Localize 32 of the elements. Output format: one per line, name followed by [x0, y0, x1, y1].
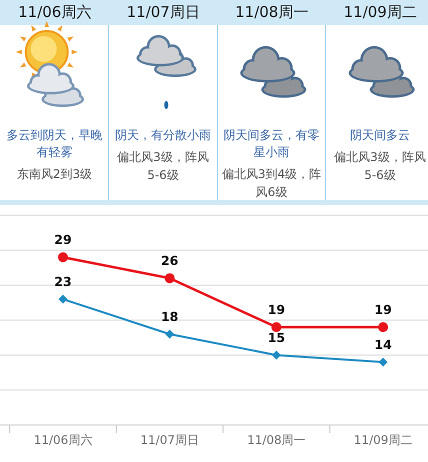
text: 偏北风3级，阵风5-6级	[116, 149, 210, 184]
point	[271, 322, 282, 332]
text: 阴天间多云	[349, 127, 411, 144]
data-label: 26	[160, 253, 179, 268]
text: 偏北风3级，阵风5-6级	[333, 149, 427, 184]
x-tick-label: 11/09周二	[354, 433, 412, 447]
category-label: 11/09周二	[342, 2, 418, 23]
x-tick-label: 11/07周日	[140, 433, 199, 447]
data-label: 15	[268, 330, 286, 346]
text: 偏北风3到4级，阵风6级	[220, 166, 322, 201]
point	[58, 252, 68, 262]
category-label: 11/08周一	[234, 2, 310, 23]
category-label: 11/07周日	[126, 2, 201, 23]
point	[164, 273, 175, 284]
point	[165, 330, 174, 339]
data-label: 18	[160, 309, 178, 324]
text: 多云到阴天，早晚有轻雾	[6, 127, 104, 161]
text: 阴天间多云，有零星小雨	[222, 127, 320, 161]
point	[58, 294, 68, 304]
text: 阴天，有分散小雨	[114, 127, 212, 144]
data-label: 14	[374, 337, 392, 352]
point	[378, 358, 388, 367]
point	[378, 322, 388, 332]
point	[272, 350, 281, 360]
data-label: 29	[54, 232, 72, 248]
text: 东南风2到3级	[16, 166, 94, 183]
data-label: 19	[268, 302, 286, 318]
x-tick-label: 11/06周六	[34, 433, 92, 447]
category-label: 11/06周六	[17, 2, 92, 23]
x-tick-label: 11/08周一	[247, 433, 306, 447]
data-label: 19	[374, 302, 392, 318]
data-label: 23	[54, 274, 72, 290]
